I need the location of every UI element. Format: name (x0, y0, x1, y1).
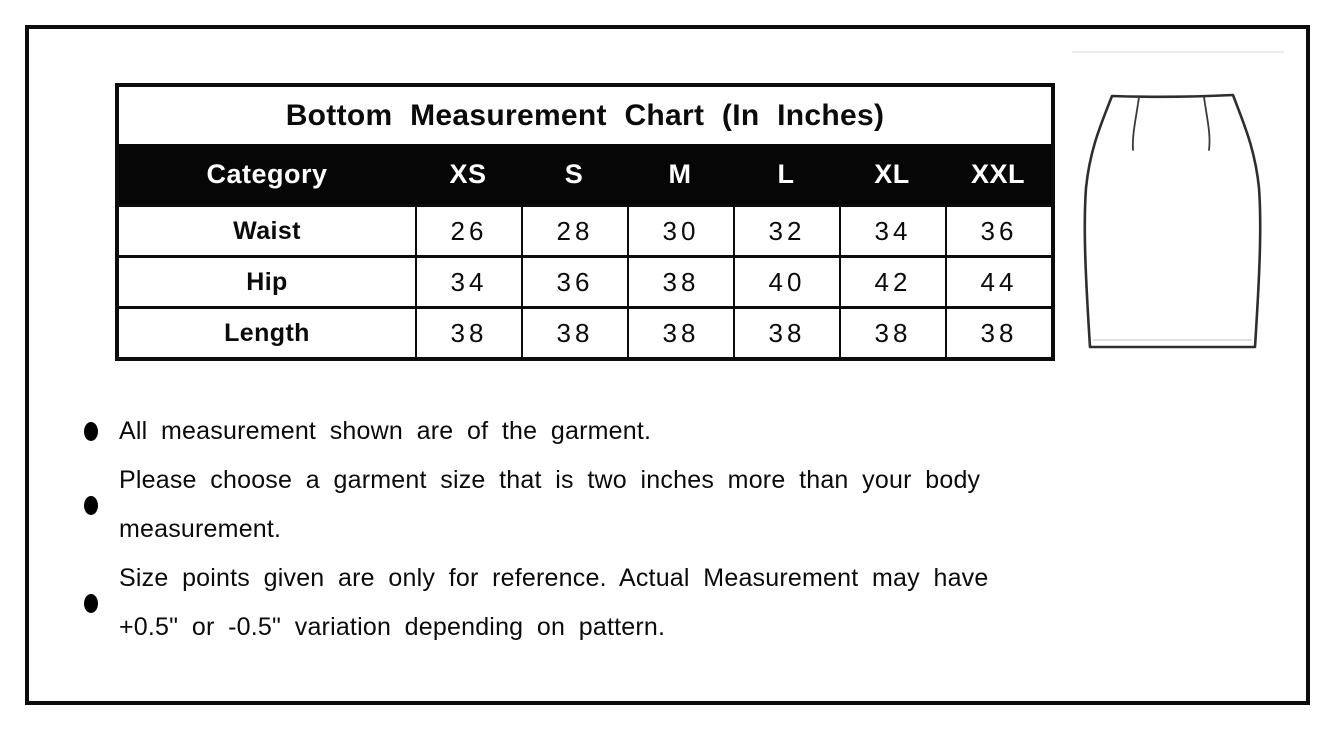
bullet-icon (84, 593, 98, 613)
column-header-s: S (564, 158, 584, 189)
column-header-category: Category (206, 158, 328, 189)
skirt-outline (1083, 93, 1262, 349)
note-item-size-advice: Please choose a garment size that is two… (84, 456, 1084, 554)
row-label-length: Length (119, 306, 415, 357)
cell-length-m: 38 (627, 306, 733, 357)
cell-waist-xs: 26 (415, 204, 521, 255)
cell-hip-xs: 34 (415, 255, 521, 306)
column-header-l: L (777, 158, 795, 189)
note-item-variation: Size points given are only for reference… (84, 554, 1084, 652)
cell-length-xs: 38 (415, 306, 521, 357)
bullet-icon (84, 495, 98, 515)
note-line: Please choose a garment size that is two… (119, 466, 981, 494)
table-row-waist: Waist 26 28 30 32 34 36 (119, 204, 1051, 255)
row-label-hip: Hip (119, 255, 415, 306)
note-item-garment: All measurement shown are of the garment… (84, 407, 1084, 456)
cell-length-s: 38 (521, 306, 627, 357)
size-chart-table: Bottom Measurement Chart (In Inches) Cat… (115, 83, 1055, 361)
row-label-waist: Waist (119, 204, 415, 255)
cell-length-l: 38 (733, 306, 839, 357)
cell-hip-xl: 42 (839, 255, 945, 306)
cell-hip-xxl: 44 (945, 255, 1051, 306)
cell-hip-s: 36 (521, 255, 627, 306)
skirt-dart-right-icon (1203, 96, 1211, 151)
cell-length-xxl: 38 (945, 306, 1051, 357)
cell-waist-s: 28 (521, 204, 627, 255)
cell-waist-l: 32 (733, 204, 839, 255)
cell-waist-m: 30 (627, 204, 733, 255)
column-header-xs: XS (449, 158, 487, 189)
pencil-skirt-illustration (1083, 93, 1262, 349)
cell-waist-xxl: 36 (945, 204, 1051, 255)
cell-hip-l: 40 (733, 255, 839, 306)
note-line: Size points given are only for reference… (119, 564, 989, 592)
table-row-length: Length 38 38 38 38 38 38 (119, 306, 1051, 357)
bullet-icon (84, 422, 98, 441)
note-line: +0.5" or -0.5" variation depending on pa… (119, 613, 666, 641)
column-header-xl: XL (874, 158, 910, 189)
note-line: measurement. (119, 515, 282, 543)
note-line: All measurement shown are of the garment… (119, 417, 652, 445)
column-header-xxl: XXL (970, 158, 1025, 189)
photo-edge-line (1072, 51, 1284, 53)
column-header-m: M (668, 158, 692, 189)
cell-waist-xl: 34 (839, 204, 945, 255)
cell-hip-m: 38 (627, 255, 733, 306)
table-title: Bottom Measurement Chart (In Inches) (285, 98, 885, 132)
cell-length-xl: 38 (839, 306, 945, 357)
skirt-dart-left-icon (1131, 96, 1140, 151)
notes-list: All measurement shown are of the garment… (84, 407, 1084, 652)
table-header-row: Category XS S M L XL XXL (119, 144, 1051, 204)
table-row-hip: Hip 34 36 38 40 42 44 (119, 255, 1051, 306)
